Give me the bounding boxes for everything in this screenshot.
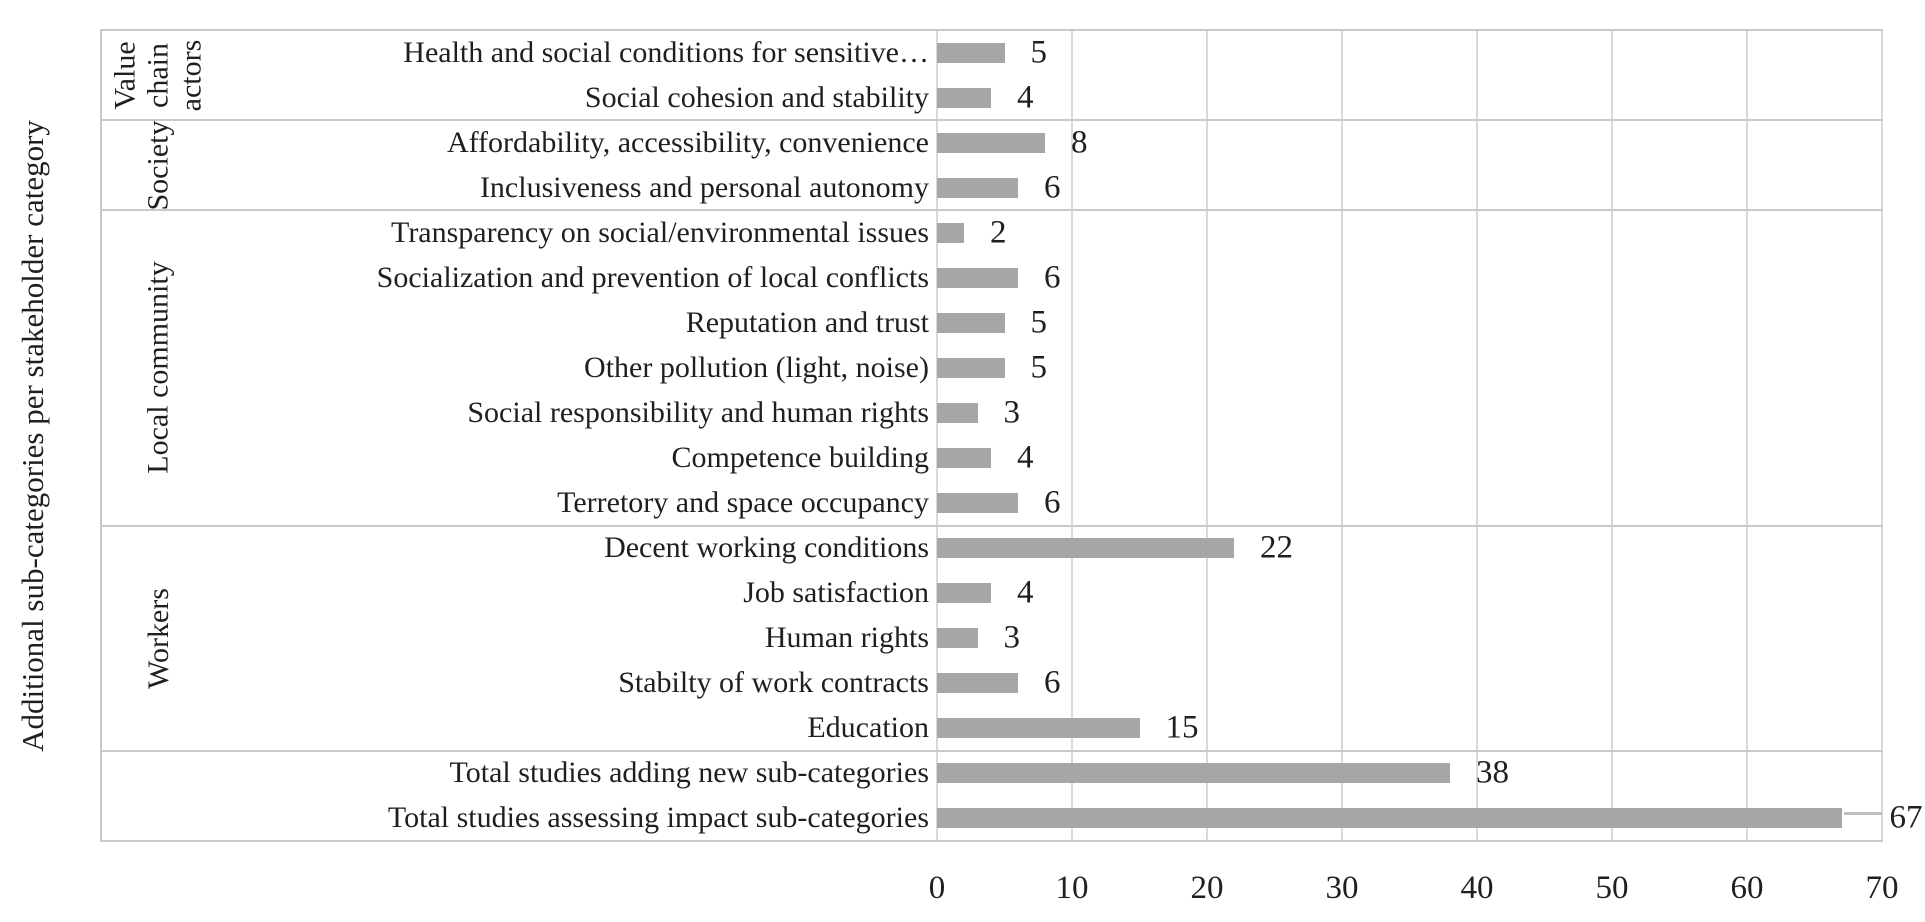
x-tick-label: 70 — [1865, 870, 1899, 906]
group-label-line: Workers — [141, 587, 175, 689]
bar-value-label: 3 — [1003, 619, 1021, 656]
group-label: Workers — [141, 588, 174, 689]
bar — [937, 87, 991, 108]
bar — [937, 763, 1450, 784]
category-label: Job satisfaction — [743, 576, 929, 610]
bar-value-label: 6 — [1044, 484, 1061, 521]
gridline — [1611, 30, 1613, 841]
category-label: Inclusiveness and personal autonomy — [479, 170, 929, 204]
group-label-line: Society — [141, 120, 175, 211]
bar-value-label: 4 — [1017, 79, 1034, 116]
bar-value-label: 22 — [1260, 529, 1293, 566]
group-boundary-line — [100, 524, 1883, 527]
gridline — [1746, 30, 1748, 841]
gridline — [936, 30, 938, 841]
gridline — [1206, 30, 1208, 841]
x-tick-label: 40 — [1460, 870, 1494, 906]
group-label-band: Value chain actors — [102, 30, 214, 120]
gridline — [1341, 30, 1343, 841]
x-tick-label: 30 — [1325, 870, 1359, 906]
bar-value-label: 4 — [1017, 574, 1034, 611]
bar-value-label: 5 — [1030, 349, 1048, 386]
bar — [937, 538, 1234, 559]
bar-value-label: 2 — [990, 214, 1007, 251]
bar-value-label: 8 — [1071, 124, 1088, 161]
category-label: Education — [807, 711, 929, 745]
gridline — [1881, 30, 1883, 841]
bar-value-label: 15 — [1165, 709, 1199, 746]
group-boundary-line — [100, 749, 1883, 752]
bar — [937, 357, 1005, 378]
category-label: Health and social conditions for sensiti… — [403, 35, 929, 69]
category-axis-line — [100, 30, 102, 842]
bar — [937, 267, 1018, 288]
category-label: Other pollution (light, noise) — [584, 350, 929, 384]
bar — [937, 493, 1018, 514]
group-label: Local community — [142, 262, 175, 474]
group-boundary-line — [100, 29, 1883, 31]
category-label: Decent working conditions — [604, 531, 929, 565]
group-label-band: Local community — [102, 210, 214, 525]
group-label-band: Workers — [102, 526, 214, 751]
group-boundary-line — [100, 209, 1883, 212]
group-boundary-line — [100, 840, 1883, 842]
bar-value-label: 6 — [1044, 664, 1061, 701]
group-label-line: Local community — [141, 261, 175, 475]
bar-value-label: 3 — [1003, 394, 1021, 431]
category-label: Affordability, accessibility, convenienc… — [446, 125, 929, 159]
bar — [937, 177, 1018, 198]
gridline — [1476, 30, 1478, 841]
bar — [937, 583, 991, 604]
category-label: Stabilty of work contracts — [618, 666, 929, 700]
bar — [937, 132, 1045, 153]
x-tick-label: 20 — [1190, 870, 1224, 906]
x-tick-label: 60 — [1730, 870, 1764, 906]
group-label-line: chain — [141, 42, 175, 108]
y-axis-title-band: Additional sub-categories per stakeholde… — [0, 30, 66, 842]
category-label: Socialization and prevention of local co… — [376, 260, 929, 294]
bar — [937, 42, 1005, 63]
category-label: Human rights — [764, 621, 929, 655]
bar — [937, 808, 1842, 829]
bar-value-label: 6 — [1044, 169, 1061, 206]
bar — [937, 402, 978, 423]
group-label: Society — [142, 120, 175, 210]
x-tick-label: 10 — [1055, 870, 1089, 906]
bar-end-dash — [1843, 812, 1882, 816]
bar — [937, 222, 964, 243]
group-label-band: Society — [102, 120, 214, 210]
category-label: Transparency on social/environmental iss… — [391, 215, 929, 249]
category-label: Social responsibility and human rights — [467, 395, 929, 429]
group-boundary-line — [100, 119, 1883, 122]
category-label: Social cohesion and stability — [584, 80, 929, 114]
bar — [937, 312, 1005, 333]
bar-value-label: 38 — [1476, 754, 1509, 791]
bar-value-label: 6 — [1044, 259, 1061, 296]
group-label-line: actors — [174, 39, 208, 111]
bar-value-label: 4 — [1017, 439, 1034, 476]
group-label: Value chain actors — [108, 39, 207, 111]
x-tick-label: 0 — [928, 870, 946, 906]
bar — [937, 718, 1140, 739]
bar-value-label: 5 — [1030, 34, 1048, 71]
category-label: Total studies assessing impact sub-categ… — [387, 801, 929, 835]
bar — [937, 448, 991, 469]
bar — [937, 628, 978, 649]
bar-value-label: 67 — [1889, 799, 1923, 836]
bar — [937, 673, 1018, 694]
y-axis-title: Additional sub-categories per stakeholde… — [15, 120, 51, 752]
category-label: Competence building — [671, 441, 929, 475]
gridline — [1071, 30, 1073, 841]
category-label: Total studies adding new sub-categories — [449, 756, 929, 790]
bar-value-label: 5 — [1030, 304, 1048, 341]
category-label: Terretory and space occupancy — [557, 486, 929, 520]
group-label-line: Value — [108, 40, 142, 110]
category-label: Reputation and trust — [685, 305, 929, 339]
x-tick-label: 50 — [1595, 870, 1629, 906]
